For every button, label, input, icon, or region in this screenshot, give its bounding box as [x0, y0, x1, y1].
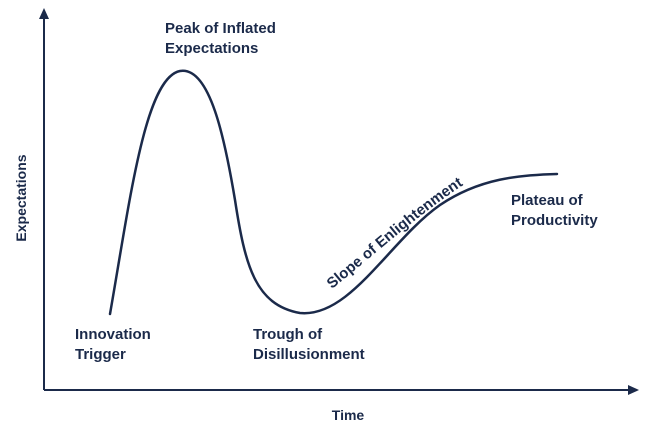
- x-axis-arrow-icon: [628, 385, 639, 395]
- slope-label: Slope of Enlightenment: [324, 174, 466, 292]
- plateau-label-line-1: Plateau of: [511, 192, 584, 209]
- innovation-trigger-line-1: Innovation: [75, 326, 151, 343]
- hype-curve: [108, 69, 559, 316]
- peak-label-line-2: Expectations: [165, 40, 258, 57]
- x-axis-label: Time: [332, 407, 365, 423]
- slope-label-text: Slope of Enlightenment: [324, 174, 466, 292]
- innovation-trigger-label: Innovation Trigger: [75, 326, 155, 363]
- innovation-trigger-line-2: Trigger: [75, 346, 126, 363]
- peak-label-line-1: Peak of Inflated: [165, 20, 276, 37]
- trough-label-line-1: Trough of: [253, 326, 323, 343]
- y-axis-label: Expectations: [13, 154, 29, 241]
- peak-label: Peak of Inflated Expectations: [165, 20, 280, 57]
- trough-label: Trough of Disillusionment: [253, 326, 365, 363]
- plateau-label-line-2: Productivity: [511, 212, 598, 229]
- trough-label-line-2: Disillusionment: [253, 346, 365, 363]
- y-axis-arrow-icon: [39, 8, 49, 19]
- plateau-label: Plateau of Productivity: [511, 192, 598, 229]
- axes: [39, 8, 639, 395]
